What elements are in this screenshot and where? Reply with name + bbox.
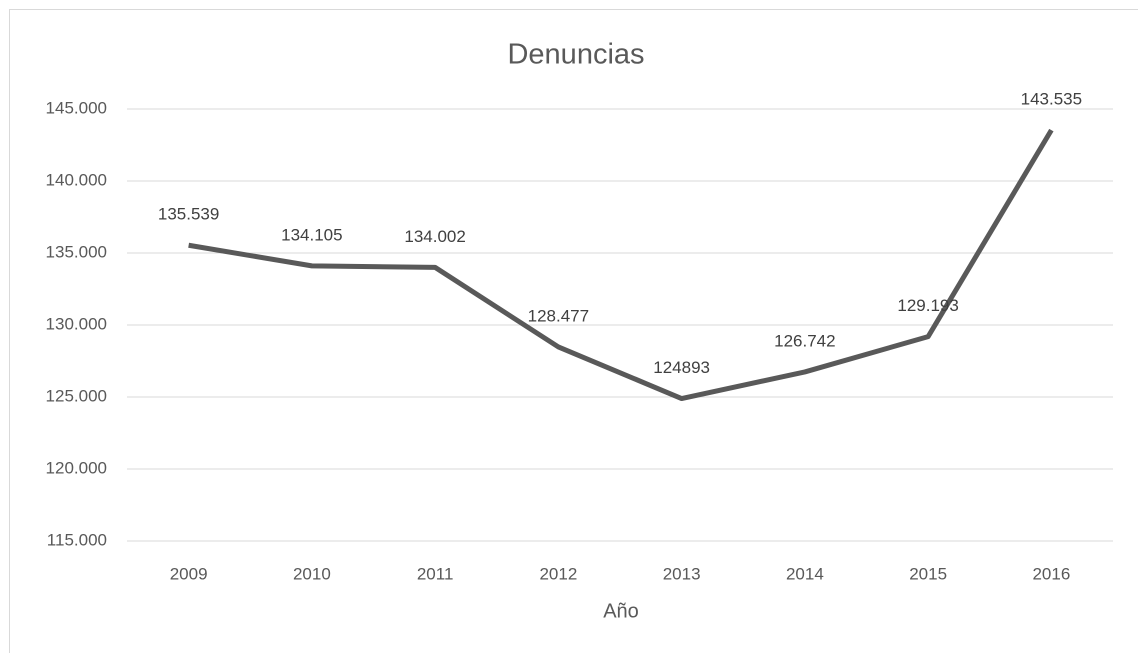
data-label: 129.193 xyxy=(897,296,958,315)
x-tick-label: 2012 xyxy=(539,564,577,583)
x-tick-label: 2010 xyxy=(293,564,331,583)
chart-border xyxy=(9,9,1138,653)
x-tick-label: 2013 xyxy=(663,564,701,583)
y-tick-label: 115.000 xyxy=(47,530,107,549)
y-tick-label: 140.000 xyxy=(46,170,107,189)
data-line xyxy=(188,128,1054,402)
data-label: 134.105 xyxy=(281,225,342,244)
x-tick-label: 2014 xyxy=(786,564,824,583)
y-tick-label: 145.000 xyxy=(46,98,107,117)
data-label: 135.539 xyxy=(158,205,219,224)
data-label: 143.535 xyxy=(1021,90,1082,109)
x-tick-label: 2011 xyxy=(417,564,454,583)
chart-title: Denuncias xyxy=(507,39,644,71)
data-label: 134.002 xyxy=(404,227,465,246)
y-tick-label: 135.000 xyxy=(46,242,107,261)
x-tick-label: 2016 xyxy=(1032,564,1070,583)
y-tick-label: 120.000 xyxy=(46,458,107,477)
data-label: 128.477 xyxy=(528,306,589,325)
data-label: 124893 xyxy=(653,358,710,377)
y-tick-label: 125.000 xyxy=(46,386,107,405)
x-tick-label: 2009 xyxy=(170,564,208,583)
data-label: 126.742 xyxy=(774,331,835,350)
x-axis-title: Año xyxy=(603,600,639,622)
y-tick-label: 130.000 xyxy=(46,314,107,333)
x-tick-label: 2015 xyxy=(909,564,947,583)
